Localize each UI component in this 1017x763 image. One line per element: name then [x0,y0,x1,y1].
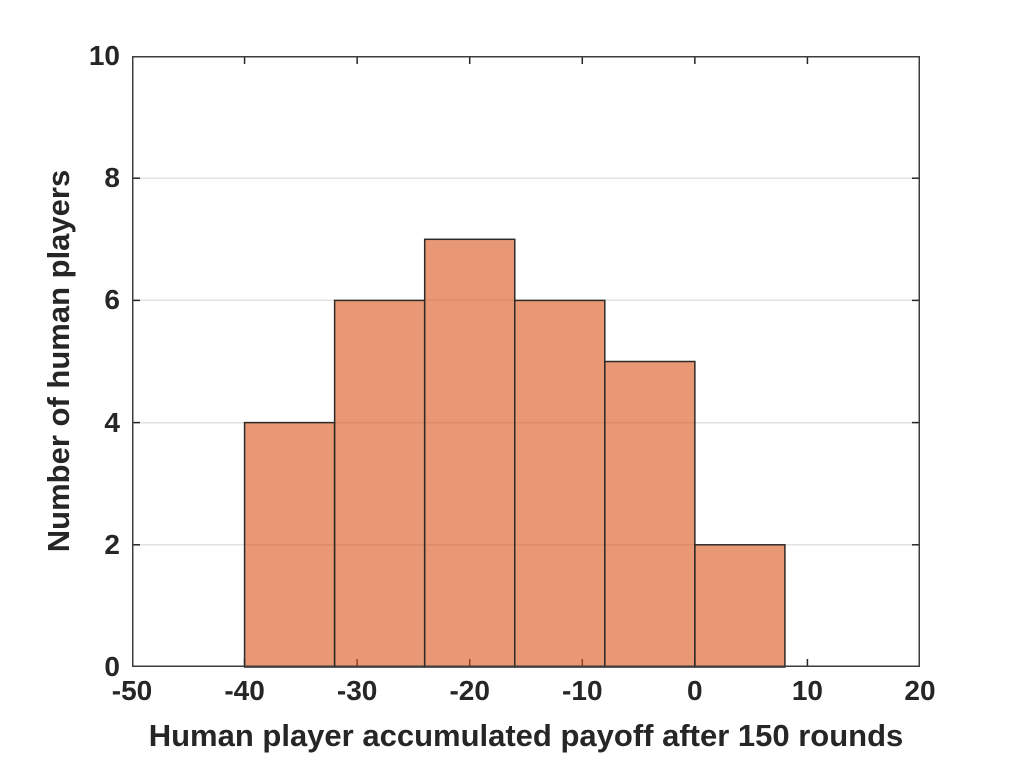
y-tick-label: 6 [104,284,120,316]
y-axis-title: Number of human players [41,169,76,553]
x-tick-label: -30 [336,675,378,706]
plot-area [132,56,920,668]
x-tick-label: -20 [449,675,490,706]
x-tick-label: -10 [562,675,603,706]
histogram-bar [604,360,696,668]
x-axis-title: Human player accumulated payoff after 15… [148,718,904,753]
plot-svg [132,56,920,668]
histogram-bar [333,299,426,668]
y-tick-label: 0 [104,651,120,682]
histogram-bar [243,421,336,668]
y-tick-label: 4 [104,406,120,438]
y-axis-tick-labels: 0 2 4 6 8 10 [0,40,120,682]
histogram-bar [423,238,516,668]
x-tick-label: 0 [687,675,703,706]
y-tick-label: 8 [104,162,120,194]
y-tick-label: 2 [104,528,120,560]
histogram-bar [694,544,786,668]
x-tick-label: -40 [224,675,265,706]
axes-box [132,56,920,667]
y-tick-label: 10 [88,40,120,71]
x-tick-label: 20 [904,675,936,706]
x-axis-tick-labels: -50 -40 -30 -20 -10 0 10 20 [112,667,936,715]
histogram-bar [513,299,606,668]
x-tick-label: 10 [791,675,823,706]
x-tick-label: -50 [111,675,153,706]
